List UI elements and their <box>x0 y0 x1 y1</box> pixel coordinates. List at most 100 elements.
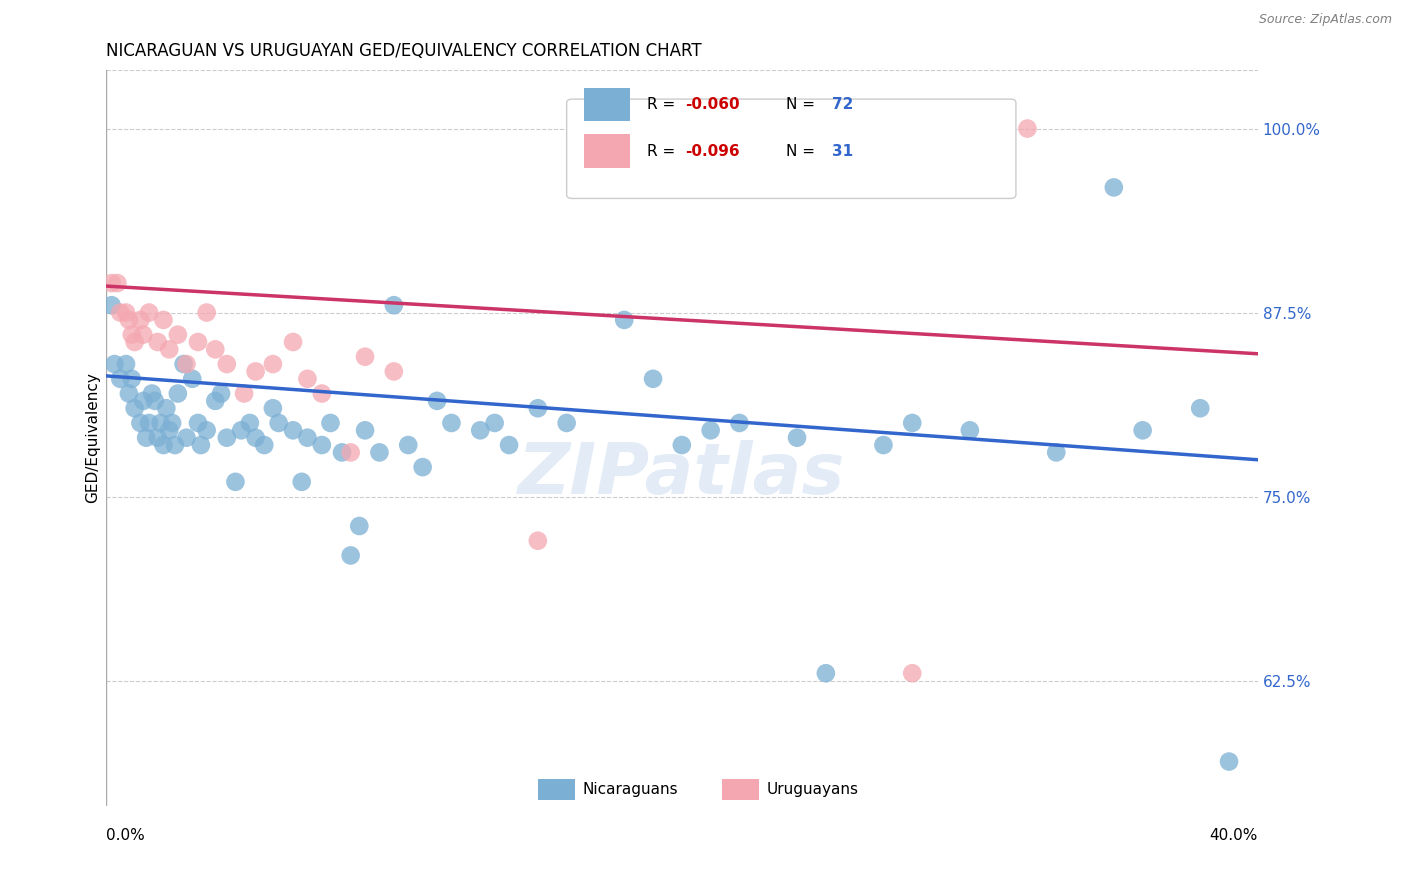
Text: N =: N = <box>786 144 820 159</box>
Point <box>166 327 188 342</box>
Point <box>115 305 138 319</box>
Point <box>440 416 463 430</box>
Point <box>231 423 253 437</box>
Point <box>354 423 377 437</box>
Point <box>115 357 138 371</box>
Point <box>146 334 169 349</box>
Point <box>1218 755 1240 769</box>
Point <box>233 386 256 401</box>
Point <box>100 298 122 312</box>
Point <box>121 372 143 386</box>
Point <box>1189 401 1212 416</box>
Point <box>382 364 405 378</box>
Text: ZIPatlas: ZIPatlas <box>519 440 845 509</box>
Text: Nicaraguans: Nicaraguans <box>582 782 679 797</box>
Text: N =: N = <box>786 97 820 112</box>
Text: NICARAGUAN VS URUGUAYAN GED/EQUIVALENCY CORRELATION CHART: NICARAGUAN VS URUGUAYAN GED/EQUIVALENCY … <box>105 42 702 60</box>
Point <box>215 357 238 371</box>
Point <box>110 372 132 386</box>
Point <box>163 438 186 452</box>
Point <box>160 416 183 430</box>
Point <box>143 393 166 408</box>
Point <box>146 431 169 445</box>
Point <box>281 423 304 437</box>
Point <box>141 386 163 401</box>
Point <box>195 305 218 319</box>
Point <box>105 276 128 290</box>
FancyBboxPatch shape <box>567 99 1017 198</box>
Text: Source: ZipAtlas.com: Source: ZipAtlas.com <box>1258 13 1392 27</box>
Text: R =: R = <box>647 144 681 159</box>
Point <box>699 423 721 437</box>
Point <box>613 313 636 327</box>
Point <box>245 431 267 445</box>
Text: -0.096: -0.096 <box>685 144 740 159</box>
Point <box>728 416 751 430</box>
Point <box>124 334 146 349</box>
Point <box>187 334 209 349</box>
Point <box>224 475 246 489</box>
Point <box>152 438 174 452</box>
Point <box>245 364 267 378</box>
Point <box>132 393 155 408</box>
Point <box>121 327 143 342</box>
Point <box>527 533 550 548</box>
Point <box>262 401 284 416</box>
Point <box>204 393 226 408</box>
Point <box>786 431 808 445</box>
Point <box>368 445 391 459</box>
Point <box>382 298 405 312</box>
Point <box>297 431 319 445</box>
Point <box>176 431 198 445</box>
Point <box>239 416 262 430</box>
Point <box>354 350 377 364</box>
Point <box>291 475 314 489</box>
Point <box>641 372 664 386</box>
Point <box>1132 423 1154 437</box>
Point <box>901 416 924 430</box>
Text: 31: 31 <box>831 144 852 159</box>
Text: R =: R = <box>647 97 681 112</box>
Point <box>157 423 180 437</box>
Point <box>135 431 157 445</box>
Point <box>1045 445 1067 459</box>
Point <box>484 416 506 430</box>
Point <box>1102 180 1125 194</box>
Point <box>195 423 218 437</box>
Point <box>339 549 361 563</box>
Point <box>187 416 209 430</box>
Bar <box>723 780 759 800</box>
Text: 0.0%: 0.0% <box>105 828 145 843</box>
Point <box>100 276 122 290</box>
Point <box>132 327 155 342</box>
Point <box>555 416 578 430</box>
Point <box>124 401 146 416</box>
Point <box>166 386 188 401</box>
Point <box>149 416 172 430</box>
Point <box>311 438 333 452</box>
Point <box>470 423 492 437</box>
Point <box>215 431 238 445</box>
Point <box>262 357 284 371</box>
Text: Uruguayans: Uruguayans <box>768 782 859 797</box>
Point <box>498 438 520 452</box>
Point <box>814 666 837 681</box>
Point <box>426 393 449 408</box>
Point <box>311 386 333 401</box>
Point <box>267 416 290 430</box>
Point <box>157 343 180 357</box>
Y-axis label: GED/Equivalency: GED/Equivalency <box>86 372 100 503</box>
Point <box>118 313 141 327</box>
Point <box>155 401 177 416</box>
Point <box>209 386 232 401</box>
Point <box>204 343 226 357</box>
Text: 40.0%: 40.0% <box>1209 828 1258 843</box>
Point <box>959 423 981 437</box>
Text: -0.060: -0.060 <box>685 97 740 112</box>
Point <box>103 357 125 371</box>
Point <box>527 401 550 416</box>
Point <box>319 416 342 430</box>
Point <box>872 438 894 452</box>
Point <box>396 438 419 452</box>
Point <box>129 313 152 327</box>
